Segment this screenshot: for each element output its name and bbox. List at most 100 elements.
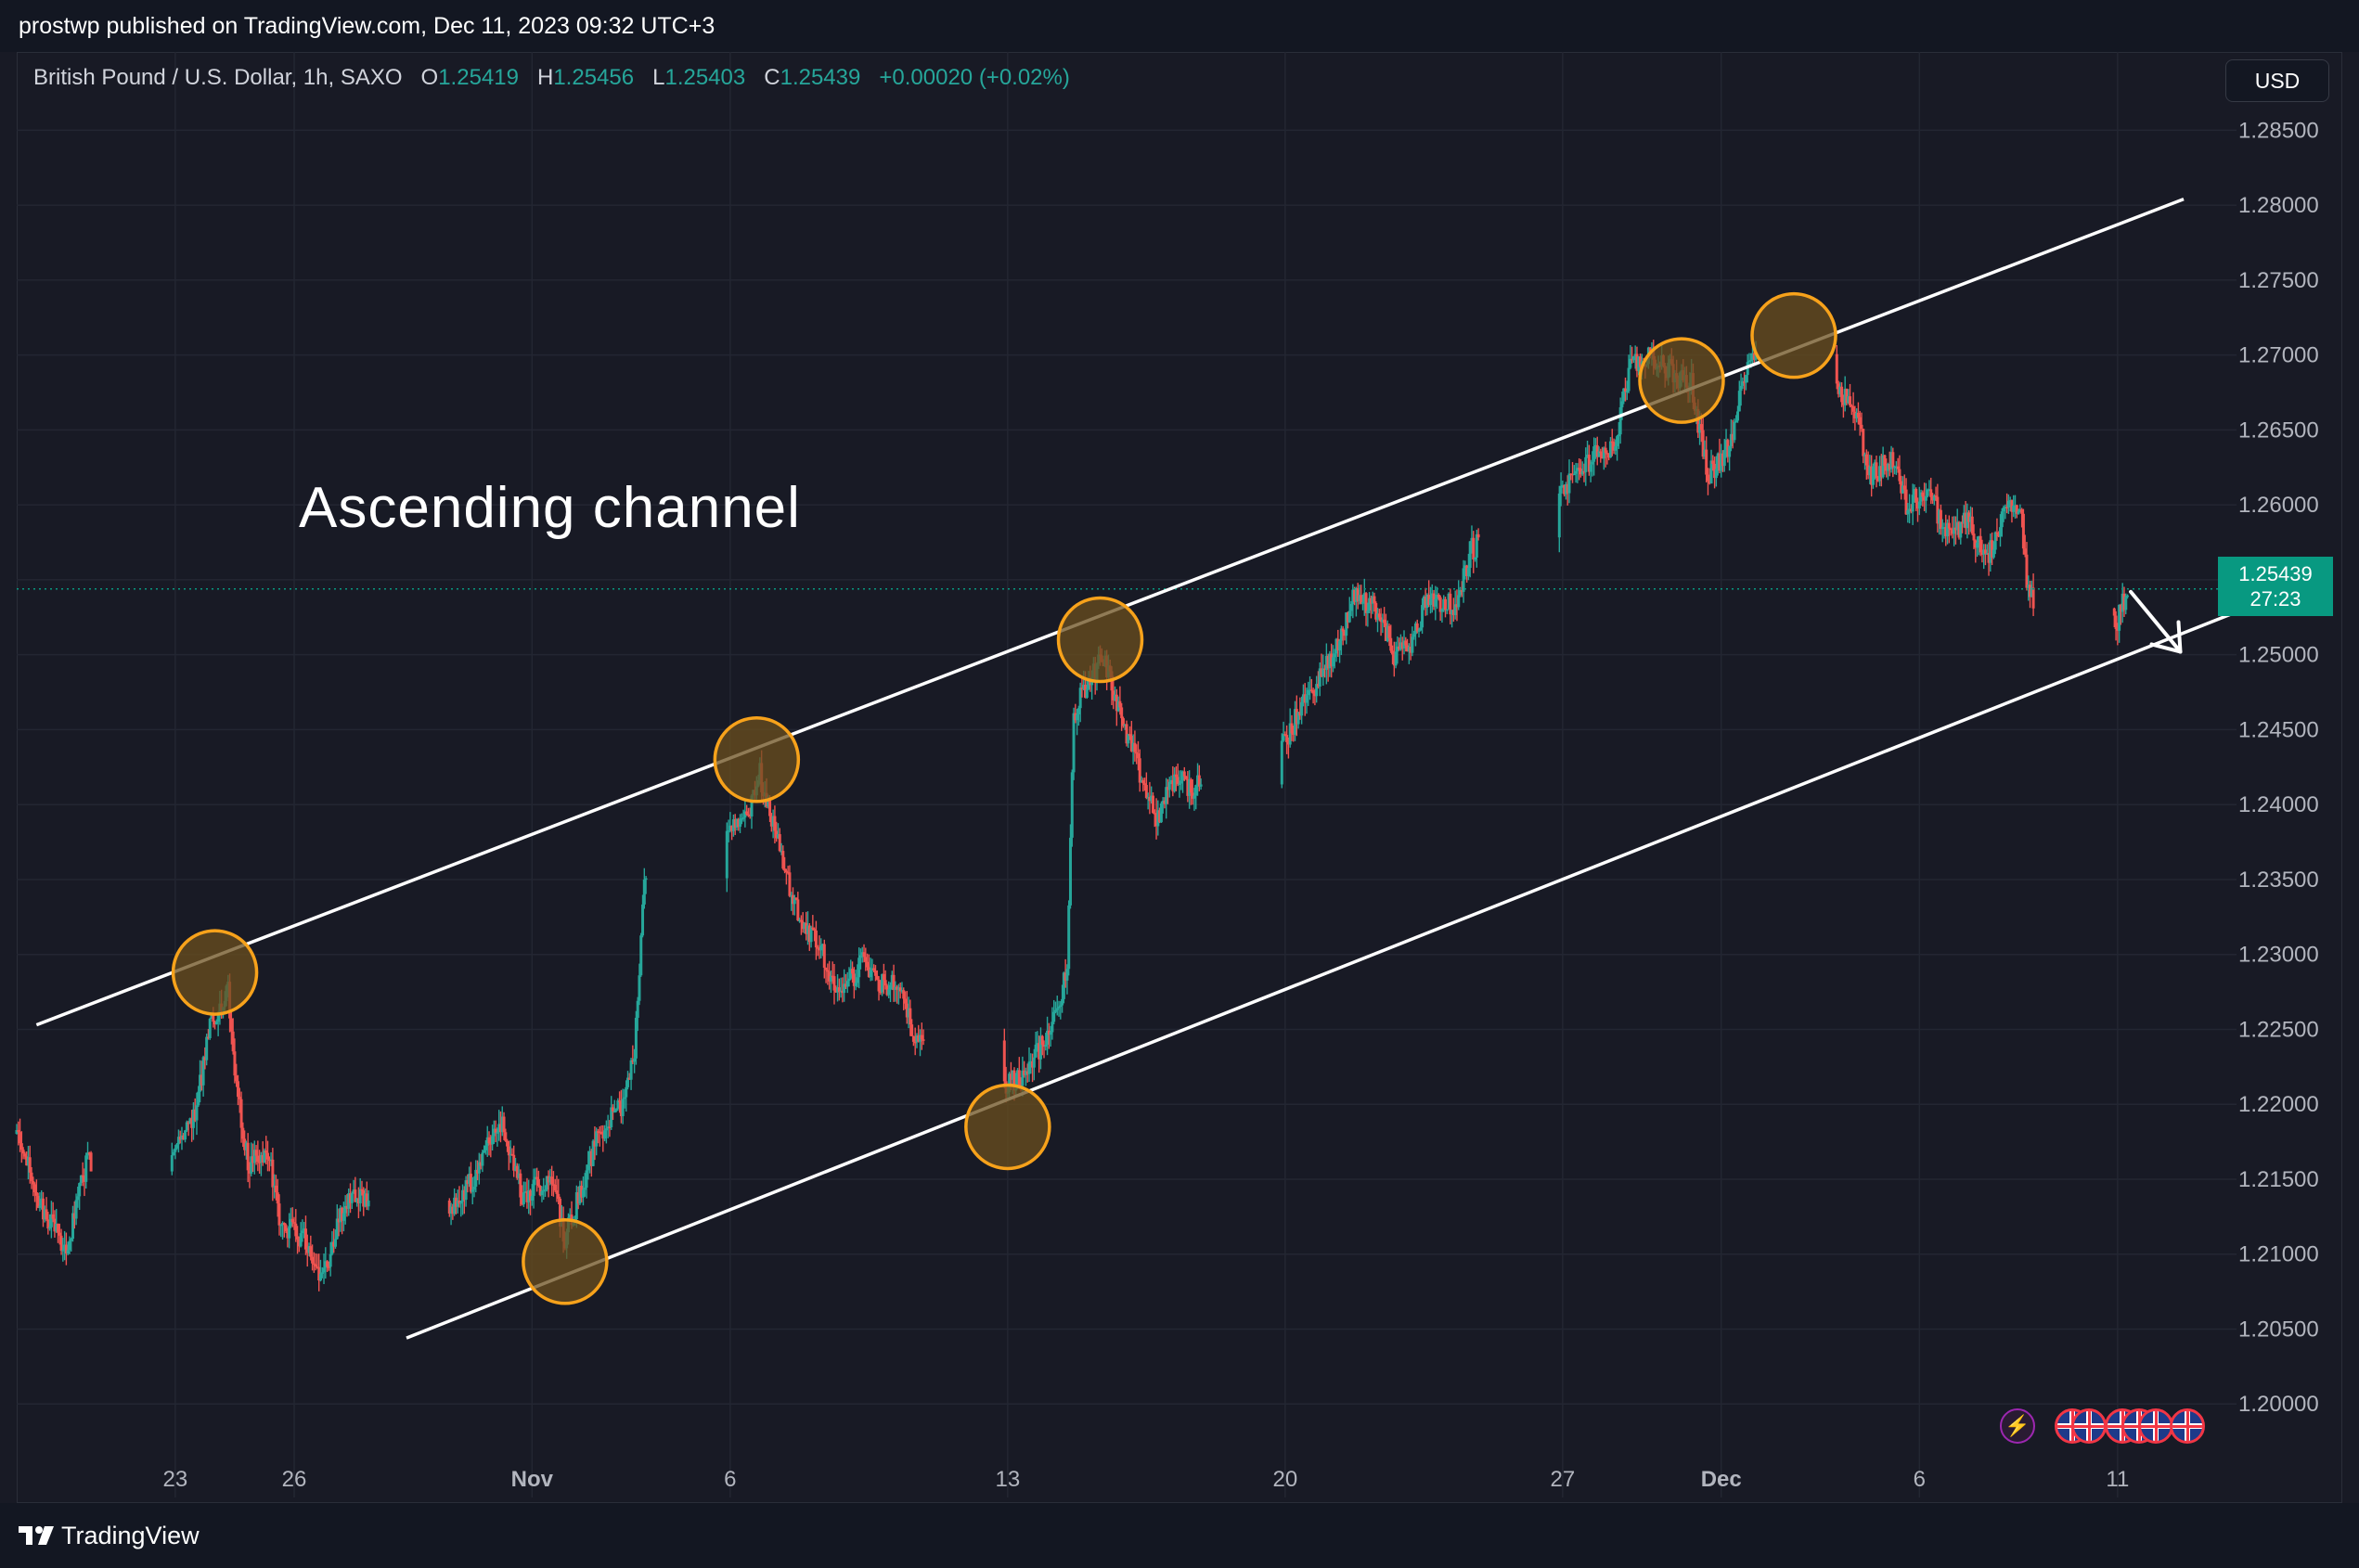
candle-body xyxy=(459,1202,463,1204)
candle-body xyxy=(182,1135,186,1140)
candle-body xyxy=(1893,467,1897,469)
candle-body xyxy=(1392,654,1396,666)
candle-body xyxy=(326,1261,329,1267)
candle-body xyxy=(727,830,730,832)
candle-body xyxy=(1567,473,1571,494)
uk-flag-icon[interactable] xyxy=(2071,1408,2107,1444)
candle-body xyxy=(1323,668,1327,671)
candle-body xyxy=(1979,535,1982,553)
candle-body xyxy=(1888,463,1891,469)
candle-body xyxy=(355,1198,359,1202)
candle-body xyxy=(1450,610,1454,615)
candle-body xyxy=(814,930,818,948)
candle-body xyxy=(2002,507,2005,512)
lightning-icon[interactable]: ⚡ xyxy=(2000,1408,2035,1444)
candle-body xyxy=(1425,595,1429,608)
candle-body xyxy=(862,952,866,958)
ascending-channel-annotation[interactable]: Ascending channel xyxy=(299,476,801,540)
candle-body xyxy=(776,834,780,839)
candle-body xyxy=(1369,598,1373,604)
candle-body xyxy=(1463,565,1467,569)
candle-body xyxy=(798,919,802,922)
candle-body xyxy=(1133,742,1137,752)
candle-body xyxy=(25,1156,29,1166)
candle-body xyxy=(768,797,772,816)
candle-body xyxy=(314,1264,317,1267)
candle-body xyxy=(1620,401,1624,408)
candle-body xyxy=(362,1190,366,1207)
chart-frame xyxy=(17,52,2342,1503)
candle-body xyxy=(1295,709,1298,725)
uk-flag-icon[interactable] xyxy=(2170,1408,2205,1444)
candle-body xyxy=(1036,1043,1039,1045)
candle-body xyxy=(1951,530,1954,534)
candle-body xyxy=(844,983,847,987)
candle-body xyxy=(866,961,870,968)
y-tick-label: 1.21000 xyxy=(2238,1242,2319,1267)
candle-body xyxy=(238,1097,241,1099)
candle-body xyxy=(1701,430,1705,457)
candle-body xyxy=(216,1014,220,1022)
candle-body xyxy=(1341,628,1345,632)
candle-body xyxy=(252,1150,256,1163)
candle-body xyxy=(1087,679,1090,689)
candle-body xyxy=(917,1035,921,1042)
candle-body xyxy=(1612,442,1616,451)
candle-body xyxy=(809,927,813,943)
currency-button[interactable]: USD xyxy=(2225,59,2329,102)
candle-body xyxy=(176,1137,180,1145)
candle-body xyxy=(1331,657,1334,667)
candle-body xyxy=(1605,453,1609,455)
tradingview-brand[interactable]: TradingView xyxy=(19,1522,200,1550)
candle-body xyxy=(1608,441,1612,458)
candle-body xyxy=(1409,647,1412,653)
y-tick-label: 1.23500 xyxy=(2238,868,2319,893)
candle-body xyxy=(1349,603,1353,611)
candle-body xyxy=(1017,1070,1021,1086)
candle-body xyxy=(851,969,855,974)
candle-body xyxy=(898,987,902,992)
candle-body xyxy=(775,830,779,839)
candle-body xyxy=(557,1193,561,1199)
candle-body xyxy=(1042,1045,1046,1047)
candle-body xyxy=(882,973,885,981)
candle-body xyxy=(1354,587,1358,602)
candle-body xyxy=(1946,522,1950,537)
candle-body xyxy=(466,1180,470,1185)
candle-body xyxy=(1860,424,1863,430)
candle-body xyxy=(250,1156,253,1174)
candle-body xyxy=(1891,452,1895,468)
candle-body xyxy=(836,987,840,993)
candle-body xyxy=(1569,473,1573,475)
candle-body xyxy=(1024,1071,1027,1075)
candle-body xyxy=(1896,466,1900,469)
candle-body xyxy=(877,979,881,992)
candle-body xyxy=(1413,623,1417,635)
candle-body xyxy=(248,1170,251,1174)
candle-body xyxy=(1120,707,1124,719)
candle-body xyxy=(892,974,896,990)
candle-body xyxy=(591,1140,595,1166)
candle-body xyxy=(1733,422,1736,441)
candle-body xyxy=(856,977,859,983)
candle-body xyxy=(1396,646,1399,652)
candle-body xyxy=(299,1233,303,1247)
candle-body xyxy=(258,1162,262,1163)
candle-body xyxy=(1061,998,1064,1006)
candle-body xyxy=(769,816,773,827)
symbol-description[interactable]: British Pound / U.S. Dollar, 1h, SAXO xyxy=(33,65,403,90)
uk-flag-icon[interactable] xyxy=(2138,1408,2173,1444)
candle-body xyxy=(1082,685,1086,689)
candle-body xyxy=(199,1074,202,1092)
candle-body xyxy=(229,1018,233,1032)
candle-body xyxy=(854,983,857,986)
candle-body xyxy=(479,1162,483,1166)
candle-body xyxy=(256,1155,260,1163)
candle-body xyxy=(15,1129,19,1134)
candle-body xyxy=(239,1099,243,1128)
candle-body xyxy=(200,1074,203,1086)
candle-body xyxy=(492,1128,496,1137)
candle-body xyxy=(461,1189,465,1202)
candle-body xyxy=(1976,542,1979,548)
